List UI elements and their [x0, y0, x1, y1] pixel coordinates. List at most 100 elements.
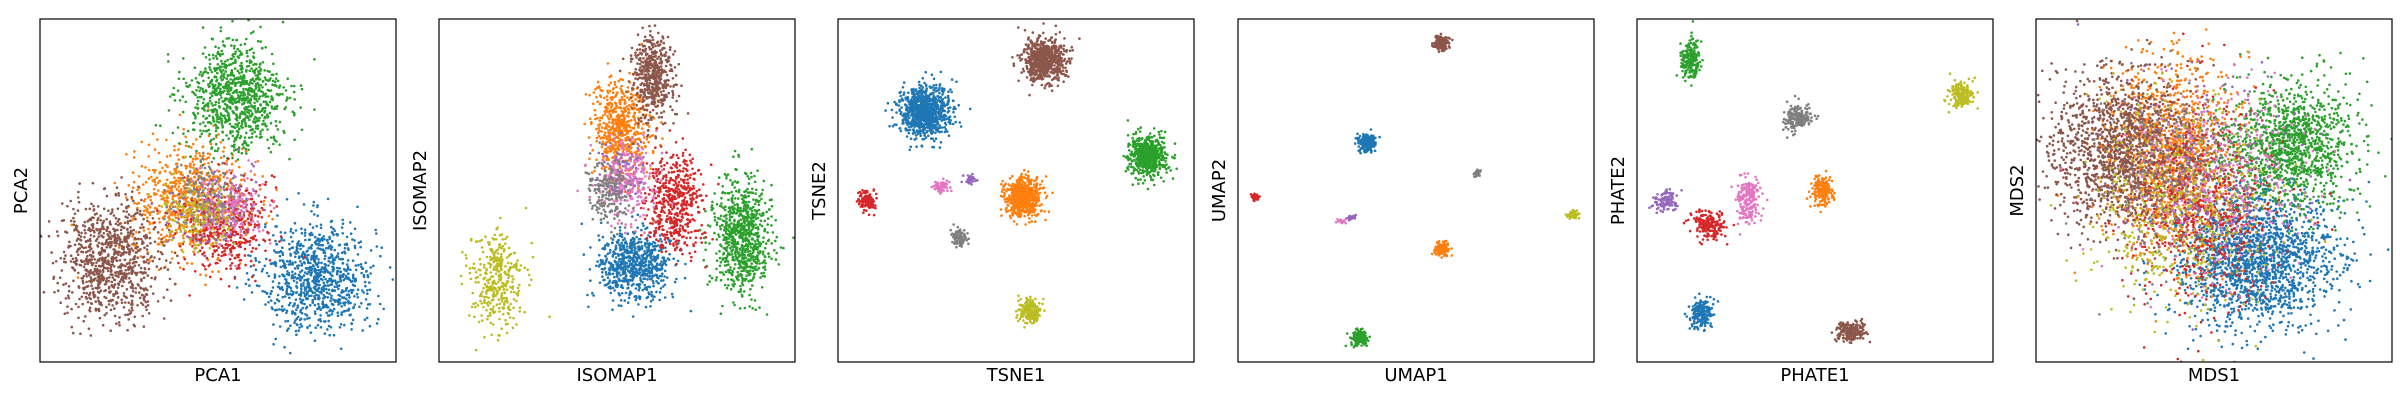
data-point [259, 132, 262, 136]
data-point [219, 186, 223, 189]
data-point [260, 206, 264, 210]
data-point [120, 176, 123, 179]
data-point [230, 213, 233, 216]
data-point [336, 314, 340, 318]
data-point [246, 116, 250, 119]
data-point [351, 288, 355, 292]
data-point [189, 155, 192, 159]
data-point [193, 270, 197, 273]
data-point [195, 207, 199, 210]
data-point [135, 246, 138, 249]
data-point [143, 213, 147, 216]
data-point [100, 273, 104, 276]
data-point [209, 80, 213, 83]
data-point [204, 203, 207, 206]
data-point [239, 75, 242, 78]
data-point [228, 81, 232, 85]
data-point [192, 121, 196, 125]
data-point [199, 70, 202, 74]
data-point [134, 212, 137, 215]
data-point [304, 238, 307, 242]
data-point [344, 297, 348, 301]
data-point [372, 264, 375, 268]
data-point [245, 60, 249, 63]
data-point [202, 98, 206, 101]
data-point [253, 234, 257, 238]
data-point [323, 268, 327, 272]
data-point [168, 235, 171, 239]
data-point [281, 20, 285, 24]
data-point [618, 234, 622, 238]
data-point [206, 71, 210, 75]
data-point [620, 241, 623, 245]
data-point [234, 97, 237, 101]
data-point [336, 284, 339, 288]
data-point [94, 307, 98, 311]
data-point [218, 83, 221, 86]
data-point [113, 236, 117, 239]
data-point [205, 226, 208, 229]
data-point [247, 278, 250, 281]
data-point [169, 212, 172, 216]
data-point [338, 243, 342, 247]
data-point [130, 306, 134, 310]
data-point [287, 285, 291, 288]
data-point [296, 306, 300, 309]
data-point [344, 242, 348, 246]
data-point [240, 53, 244, 56]
data-point [631, 215, 634, 218]
data-point [325, 287, 328, 291]
data-point [109, 223, 112, 226]
data-point [193, 187, 196, 190]
data-point [331, 288, 334, 292]
data-point [288, 96, 292, 100]
data-point [343, 303, 346, 307]
data-point [203, 182, 206, 186]
data-point [142, 217, 145, 221]
data-point [650, 269, 654, 273]
data-point [323, 305, 327, 309]
data-point [250, 197, 254, 201]
data-point [152, 210, 155, 213]
data-point [213, 250, 217, 253]
data-point [207, 165, 211, 169]
data-point [313, 269, 316, 273]
data-point [202, 151, 205, 155]
data-point [114, 239, 118, 242]
data-point [206, 201, 209, 205]
data-point [224, 60, 227, 63]
data-point [250, 90, 254, 93]
data-point [208, 84, 211, 88]
data-point [158, 221, 161, 224]
data-point [193, 197, 197, 201]
data-point [231, 186, 235, 189]
data-point [297, 329, 301, 332]
data-point [239, 228, 242, 231]
data-point [90, 202, 93, 206]
data-point [146, 208, 149, 211]
data-point [165, 138, 168, 142]
data-point [166, 201, 170, 204]
data-point [300, 128, 304, 132]
data-point [257, 97, 261, 101]
data-point [161, 252, 164, 256]
data-point [250, 275, 254, 279]
data-point [211, 270, 214, 274]
data-point [218, 200, 222, 204]
data-point [181, 234, 185, 237]
data-point [195, 167, 198, 171]
data-point [241, 205, 244, 209]
data-point [340, 305, 344, 308]
data-point [117, 250, 120, 253]
data-point [269, 150, 273, 154]
data-point [263, 76, 267, 79]
data-point [249, 78, 252, 82]
data-point [196, 199, 200, 202]
data-point [289, 235, 293, 239]
data-point [327, 264, 330, 267]
data-point [269, 262, 273, 265]
data-point [334, 281, 338, 285]
data-point [304, 289, 307, 292]
data-point [126, 231, 130, 234]
data-point [219, 29, 223, 33]
